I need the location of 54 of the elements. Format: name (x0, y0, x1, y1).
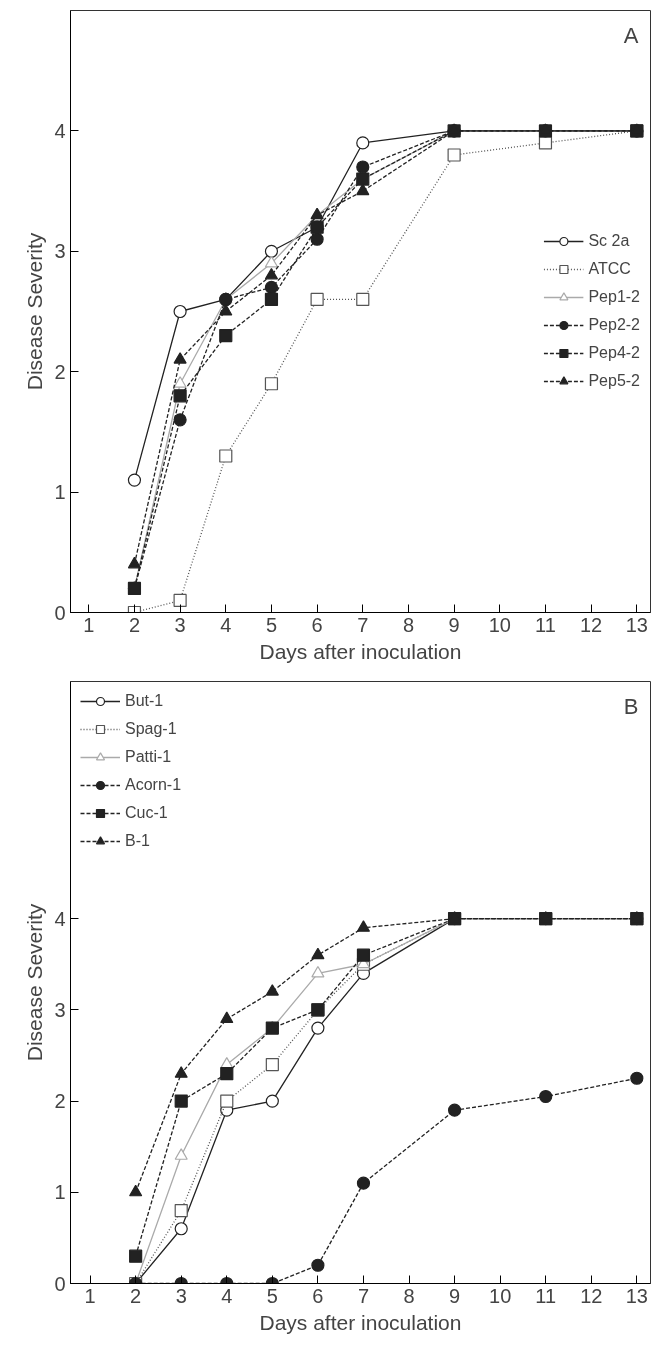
x-axis-title: Days after inoculation (259, 1310, 462, 1334)
x-tick-label: 4 (220, 613, 232, 636)
legend-label: Pep2-2 (588, 316, 640, 334)
y-tick-label: 0 (54, 1272, 66, 1295)
x-tick-label: 3 (174, 613, 186, 636)
legend-label: Cuc-1 (125, 804, 168, 822)
y-tick-label: 4 (54, 907, 66, 930)
y-tick-label: 1 (54, 1181, 66, 1204)
annotation: A (623, 22, 639, 48)
x-tick-label: 13 (625, 613, 648, 636)
y-tick-label: 3 (54, 998, 66, 1021)
x-axis-title: Days after inoculation (259, 639, 462, 663)
x-tick-label: 11 (535, 613, 556, 636)
x-tick-label: 9 (448, 613, 460, 636)
x-tick-label: 6 (312, 1284, 324, 1307)
x-tick-label: 5 (266, 1284, 278, 1307)
x-tick-label: 2 (128, 613, 140, 636)
x-tick-label: 10 (489, 1284, 512, 1307)
y-tick-label: 2 (54, 360, 66, 383)
x-tick-label: 8 (402, 613, 415, 636)
x-tick-label: 9 (449, 1284, 461, 1307)
y-axis-title: Disease Severity (23, 232, 47, 391)
x-tick-label: 12 (580, 613, 603, 636)
legend-label: But-1 (125, 692, 164, 710)
x-tick-label: 1 (84, 1284, 96, 1307)
y-tick-label: 0 (54, 601, 66, 624)
y-axis-title: Disease Severity (23, 903, 47, 1062)
y-tick-label: 2 (54, 1090, 66, 1113)
x-tick-label: 1 (83, 613, 95, 636)
annotation: B (623, 693, 639, 719)
x-tick-label: 7 (357, 613, 369, 636)
x-tick-label: 13 (625, 1284, 648, 1307)
y-tick-label: 4 (54, 119, 66, 142)
legend-label: Acorn-1 (125, 776, 182, 794)
y-tick-label: 3 (54, 240, 66, 263)
legend-label: Sc 2a (588, 232, 630, 250)
x-tick-label: 6 (311, 613, 323, 636)
y-tick-label: 1 (54, 481, 66, 504)
x-tick-label: 8 (403, 1284, 415, 1307)
x-tick-label: 10 (488, 613, 511, 636)
legend-label: Pep4-2 (588, 344, 640, 362)
legend-label: Pep5-2 (588, 372, 640, 390)
legend-label: Spag-1 (125, 720, 177, 738)
x-tick-label: 12 (580, 1284, 603, 1307)
x-tick-label: 4 (221, 1284, 233, 1307)
x-tick-label: 11 (535, 1284, 557, 1307)
x-tick-label: 3 (175, 1284, 187, 1307)
x-tick-label: 7 (357, 1284, 370, 1307)
legend-label: ATCC (588, 260, 631, 278)
x-tick-label: 5 (265, 613, 278, 636)
legend-label: Patti-1 (125, 748, 172, 766)
x-tick-label: 2 (130, 1284, 142, 1307)
legend-label: B-1 (125, 832, 150, 850)
legend-label: Pep1-2 (588, 288, 640, 306)
